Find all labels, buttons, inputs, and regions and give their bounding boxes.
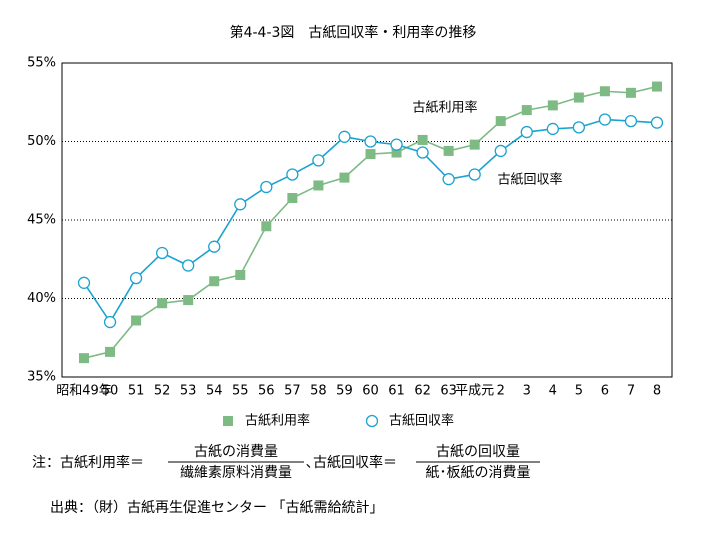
marker [546,122,559,136]
marker [494,144,507,158]
marker [261,221,272,232]
x-tick-label: 63 [440,384,457,399]
x-tick-label: 50 [102,384,119,399]
x-tick-label: 4 [549,384,557,399]
marker [313,180,324,191]
marker [287,193,298,204]
legend-label: 古紙回収率 [389,413,454,429]
marker [573,92,584,103]
legend-label: 古紙利用率 [245,413,310,429]
marker [105,346,116,357]
x-tick-label: 7 [627,384,635,399]
x-tick-label: 2 [497,384,505,399]
marker [339,172,350,183]
marker [338,130,351,143]
marker [416,146,429,159]
x-tick-label: 6 [601,384,609,399]
y-tick-label: 35% [27,370,56,385]
annotation: 古紙利用率 [412,100,477,116]
marker [103,315,117,329]
marker [625,87,636,98]
marker [183,295,194,306]
y-tick-label: 45% [27,213,56,228]
marker [442,173,455,186]
marker [469,139,480,150]
marker [572,121,586,134]
marker [520,125,533,139]
marker [443,145,454,156]
annotation: 古紙回収率 [497,172,562,188]
x-tick-label: 3 [523,384,531,399]
marker [599,86,610,97]
note-lead: 注：古紙利用率＝ [32,454,144,471]
marker [650,116,664,129]
marker [598,113,612,126]
marker [391,147,402,158]
x-tick-label: 55 [232,384,249,399]
x-tick-label: 57 [284,384,301,399]
marker [547,100,558,111]
x-tick-label: 8 [653,384,661,399]
note-numerator: 古紙の消費量 [194,444,278,460]
marker [79,353,89,364]
legend-swatch [365,414,379,428]
x-tick-label: 53 [180,384,197,399]
x-tick-label: 51 [128,384,145,399]
marker [157,298,168,309]
x-tick-label: 5 [575,384,583,399]
x-tick-label: 61 [388,384,405,399]
x-tick-label: 平成元 [455,384,494,399]
marker [521,105,532,116]
marker [286,168,299,181]
x-tick-label: 60 [362,384,379,399]
marker [417,134,428,145]
x-tick-label: 62 [414,384,431,399]
marker [624,114,638,128]
marker [182,259,195,272]
y-tick-label: 50% [27,134,56,149]
x-tick-label: 58 [310,384,327,399]
source: 出典：（財）古紙再生促進センター 「古紙需給統計」 [50,500,383,516]
marker [155,246,169,260]
plot-frame [61,62,673,378]
note-mid: ､古紙回収率＝ [306,454,397,471]
marker [468,168,481,181]
marker [652,81,662,92]
marker [312,154,325,167]
x-tick-label: 54 [206,384,223,399]
chart-title: 第4-4-3図 古紙回収率・利用率の推移 [230,24,477,41]
x-tick-label: 59 [336,384,353,399]
marker [77,276,91,289]
x-tick-label: 56 [258,384,275,399]
marker [131,315,142,326]
legend-swatch [223,416,233,426]
marker [235,269,246,280]
marker [390,138,403,151]
note-denominator: 繊維素原料消費量 [180,465,292,481]
marker [209,276,220,287]
marker [234,198,247,211]
y-tick-label: 40% [27,291,56,306]
marker [129,271,143,285]
marker [260,180,273,194]
note-numerator: 古紙の回収量 [436,444,520,460]
marker [364,135,377,148]
marker [365,149,376,160]
marker [208,240,221,253]
note-denominator: 紙･板紙の消費量 [426,465,531,481]
x-tick-label: 昭和49年 [56,384,112,399]
y-tick-label: 55% [27,56,56,71]
marker [495,116,506,127]
x-tick-label: 52 [154,384,171,399]
